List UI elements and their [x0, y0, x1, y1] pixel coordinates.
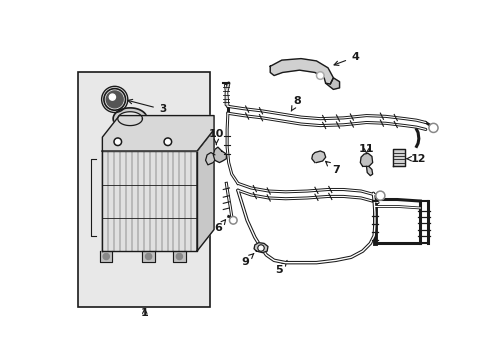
Polygon shape [254, 243, 267, 253]
Circle shape [259, 246, 263, 250]
Circle shape [163, 138, 171, 145]
Text: 9: 9 [241, 253, 253, 267]
Text: 7: 7 [325, 161, 339, 175]
Circle shape [229, 216, 237, 224]
Polygon shape [118, 112, 142, 126]
Polygon shape [270, 59, 333, 84]
Text: 12: 12 [406, 154, 425, 164]
Text: 2: 2 [146, 118, 166, 128]
Polygon shape [213, 147, 226, 163]
Circle shape [176, 253, 182, 260]
Text: 6: 6 [214, 220, 225, 233]
Text: 11: 11 [358, 144, 373, 154]
Text: 5: 5 [275, 260, 286, 275]
Polygon shape [102, 151, 197, 251]
Polygon shape [325, 78, 339, 89]
Polygon shape [173, 251, 185, 262]
Circle shape [230, 218, 235, 222]
Circle shape [103, 253, 109, 260]
Polygon shape [360, 153, 372, 166]
Circle shape [428, 123, 437, 132]
Circle shape [429, 125, 436, 131]
Circle shape [106, 91, 123, 108]
Circle shape [114, 138, 122, 145]
Polygon shape [366, 166, 372, 176]
Circle shape [109, 94, 115, 100]
Circle shape [317, 73, 322, 78]
Polygon shape [311, 151, 325, 163]
Text: 10: 10 [208, 129, 224, 145]
Text: 3: 3 [127, 99, 166, 114]
Polygon shape [102, 130, 214, 151]
Polygon shape [197, 130, 214, 251]
Polygon shape [100, 251, 112, 262]
Circle shape [145, 253, 151, 260]
Circle shape [115, 139, 120, 144]
Text: 8: 8 [290, 96, 301, 111]
Circle shape [165, 139, 170, 144]
Circle shape [316, 72, 324, 80]
Polygon shape [205, 153, 214, 165]
Polygon shape [393, 149, 404, 166]
Text: 4: 4 [333, 52, 358, 66]
Bar [78, 72, 210, 307]
Circle shape [257, 245, 264, 251]
Polygon shape [102, 116, 214, 151]
Text: 1: 1 [141, 308, 148, 318]
Circle shape [375, 191, 384, 200]
Polygon shape [142, 251, 154, 262]
Polygon shape [113, 108, 147, 130]
Circle shape [377, 193, 383, 199]
